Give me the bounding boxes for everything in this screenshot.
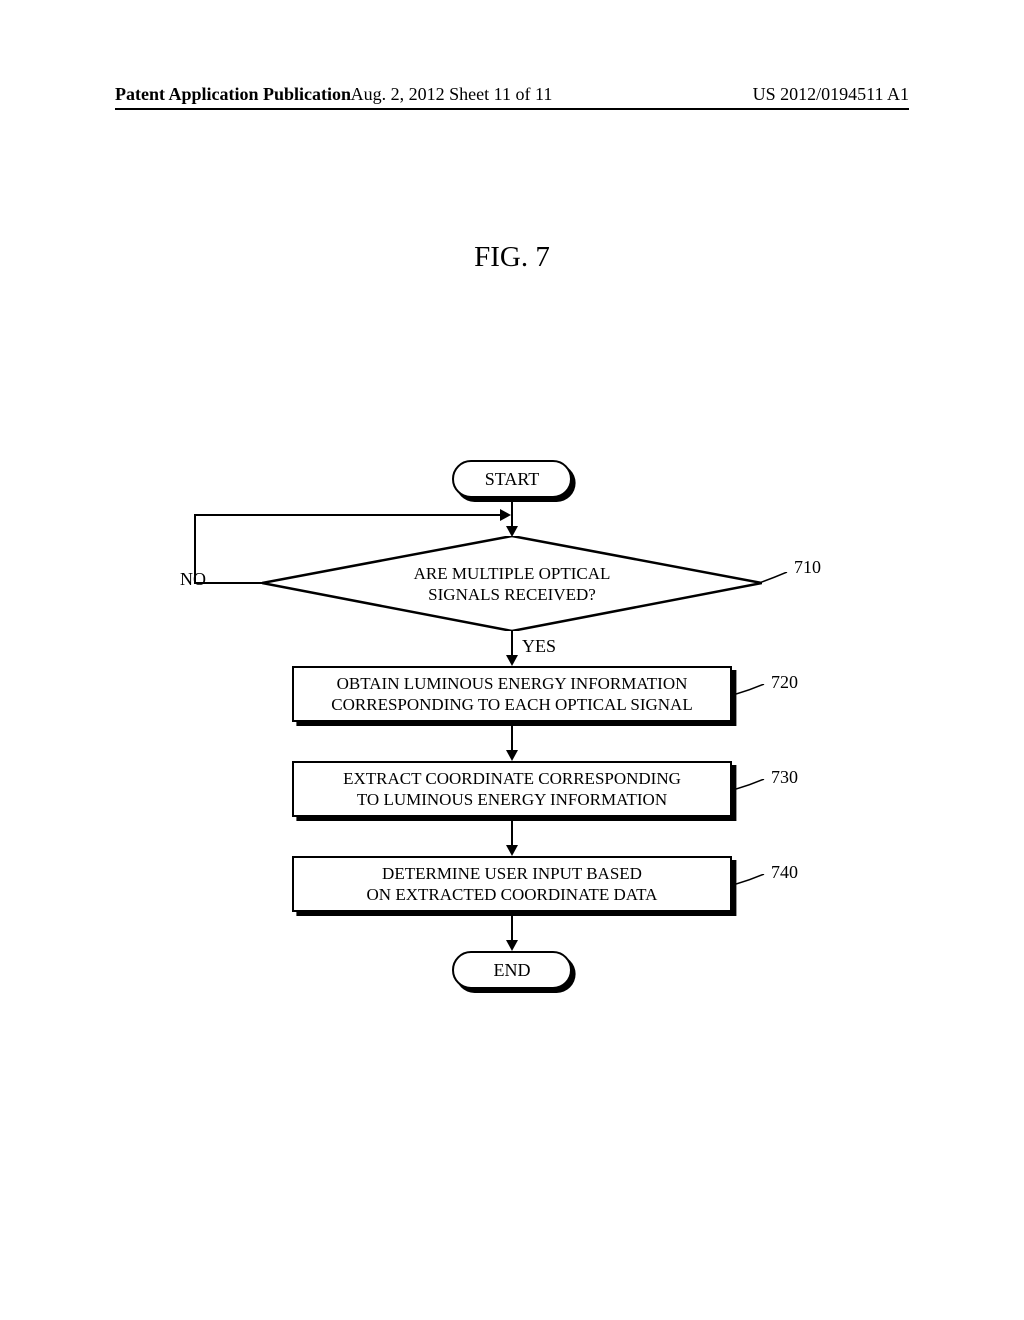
arrow-720-730 [511,726,513,752]
header-divider [115,108,909,110]
end-label: END [494,960,531,981]
figure-title: FIG. 7 [474,241,550,274]
decision-text: ARE MULTIPLE OPTICAL SIGNALS RECEIVED? [414,562,611,605]
ref-720: 720 [771,672,798,693]
no-line-up [194,514,196,584]
no-label: NO [180,569,206,590]
process-740: DETERMINE USER INPUT BASED ON EXTRACTED … [292,856,732,912]
ref-730: 730 [771,767,798,788]
header-right-text: US 2012/0194511 A1 [753,84,909,105]
ref-710-connector [759,572,797,602]
header-left-text: Patent Application Publication [115,84,351,105]
process-720-line2: CORRESPONDING TO EACH OPTICAL SIGNAL [331,695,692,714]
process-730-line2: TO LUMINOUS ENERGY INFORMATION [357,790,667,809]
ref-730-connector [736,779,774,804]
arrow-head-740-end [506,940,518,951]
arrow-start-decision [511,500,513,528]
no-arrow-head [500,509,511,521]
ref-740-connector [736,874,774,899]
process-740-line1: DETERMINE USER INPUT BASED [382,864,642,883]
flowchart: START ARE MULTIPLE OPTICAL SIGNALS RECEI… [162,460,862,1080]
arrow-730-740 [511,821,513,847]
ref-710: 710 [794,557,821,578]
arrow-head-decision-720 [506,655,518,666]
decision-diamond: ARE MULTIPLE OPTICAL SIGNALS RECEIVED? [262,536,762,631]
decision-line1: ARE MULTIPLE OPTICAL [414,563,611,582]
process-720-line1: OBTAIN LUMINOUS ENERGY INFORMATION [337,674,688,693]
no-line-left [194,582,262,584]
ref-740: 740 [771,862,798,883]
arrow-740-end [511,916,513,942]
yes-label: YES [522,636,556,657]
ref-720-connector [736,684,774,709]
process-730-line1: EXTRACT COORDINATE CORRESPONDING [343,769,681,788]
page-header: Patent Application Publication Aug. 2, 2… [115,84,909,105]
arrow-head-720-730 [506,750,518,761]
header-center-text: Aug. 2, 2012 Sheet 11 of 11 [351,84,553,105]
arrow-decision-720 [511,631,513,657]
start-label: START [485,469,539,490]
arrow-head-730-740 [506,845,518,856]
process-740-line2: ON EXTRACTED COORDINATE DATA [367,885,658,904]
no-line-right [194,514,502,516]
start-terminator: START [452,460,572,498]
decision-line2: SIGNALS RECEIVED? [428,585,596,604]
end-terminator: END [452,951,572,989]
process-730: EXTRACT COORDINATE CORRESPONDING TO LUMI… [292,761,732,817]
process-720: OBTAIN LUMINOUS ENERGY INFORMATION CORRE… [292,666,732,722]
